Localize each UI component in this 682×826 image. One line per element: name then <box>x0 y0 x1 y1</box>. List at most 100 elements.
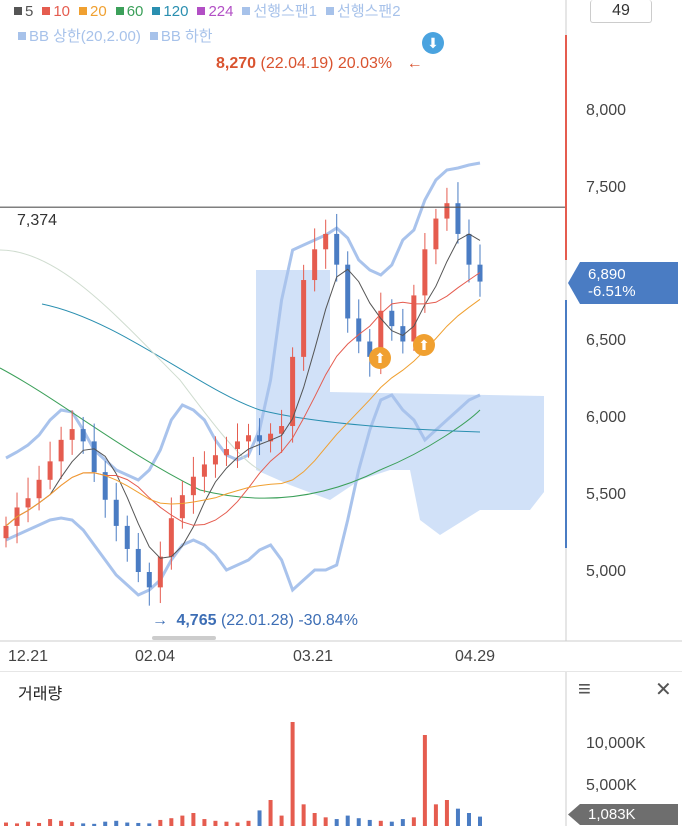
top-value-box: 49 <box>590 0 652 23</box>
volume-bar <box>466 813 471 826</box>
price-axis-label: 6,500 <box>586 332 627 349</box>
candle-body <box>378 310 384 357</box>
high-marker: 8,270 (22.04.19) 20.03% ← <box>216 55 423 73</box>
volume-bar <box>37 822 42 826</box>
volume-bar <box>70 822 75 826</box>
candle-body <box>3 525 9 539</box>
ma120-line <box>41 303 481 433</box>
legend-label: 10 <box>53 3 71 20</box>
volume-bar <box>312 813 317 826</box>
volume-bar <box>455 808 460 826</box>
legend-item-ma: 224 <box>197 3 233 20</box>
legend-label: 120 <box>163 3 189 20</box>
legend-swatch <box>242 7 251 15</box>
price-axis-label: 5,000 <box>586 563 627 580</box>
close-icon[interactable]: ✕ <box>655 679 672 701</box>
menu-icon[interactable]: ≡ <box>578 676 591 701</box>
legend-label: 224 <box>208 3 234 20</box>
sell-signal-icon-glyph: ⬇ <box>427 36 439 52</box>
buy-signal-icon-glyph: ⬆ <box>418 338 430 354</box>
candle-body <box>36 479 42 499</box>
low-marker-detail: (22.01.28) -30.84% <box>220 612 358 629</box>
candle-body <box>312 249 318 281</box>
volume-bar <box>4 822 8 826</box>
volume-bar <box>334 819 339 826</box>
volume-bar <box>356 818 361 826</box>
candle-body <box>389 310 395 327</box>
candle-body <box>168 518 174 557</box>
volume-bar <box>213 820 218 826</box>
volume-bar <box>81 823 86 826</box>
volume-bar <box>422 735 427 826</box>
legend-swatch <box>152 7 161 15</box>
candle-body <box>113 499 119 526</box>
candle-body <box>58 439 64 462</box>
legend-label: 20 <box>90 3 107 20</box>
candle-body <box>102 472 108 500</box>
volume-bar <box>433 804 438 826</box>
high-marker-detail: (22.04.19) 20.03% <box>260 55 393 72</box>
candle-body <box>455 203 461 234</box>
legend-swatch <box>18 32 26 40</box>
price-chart[interactable]: ⬇ ⬆ ⬆ <box>0 0 682 672</box>
volume-bar <box>257 810 262 826</box>
price-axis-label: 6,000 <box>586 409 627 426</box>
legend-item-ichimoku: 선행스팬2 <box>326 3 401 20</box>
volume-bar <box>92 823 97 826</box>
buy-signal-icon-glyph: ⬆ <box>374 351 386 367</box>
legend-label: BB 상한(20,2.00) <box>29 28 141 45</box>
candle-body <box>466 233 472 265</box>
legend-swatch <box>326 7 335 15</box>
low-marker: → 4,765 (22.01.28) -30.84% <box>152 612 358 630</box>
candle-body <box>135 548 141 572</box>
candle-body <box>91 441 97 473</box>
top-value-text: 49 <box>612 2 630 19</box>
candle-body <box>146 572 152 588</box>
candle-body <box>47 461 53 480</box>
volume-bar <box>191 813 196 826</box>
date-axis-label: 12.21 <box>8 648 49 665</box>
legend-item-ma: 60 <box>115 3 144 20</box>
volume-bar <box>444 800 449 826</box>
volume-bar <box>268 800 273 826</box>
volume-bar <box>26 821 31 826</box>
candle-body <box>290 356 296 427</box>
volume-bar <box>169 818 174 826</box>
ichimoku-cloud <box>256 270 544 535</box>
volume-axis-label: 5,000K <box>586 777 637 794</box>
legend-swatch <box>14 7 22 15</box>
legend-item-bb: BB 하한 <box>149 28 213 45</box>
volume-bar <box>158 819 163 826</box>
candle-body <box>323 233 329 250</box>
date-axis-label: 04.29 <box>455 648 496 665</box>
ma20-line <box>5 298 481 527</box>
ma224-line <box>0 249 261 471</box>
price-axis-label: 7,500 <box>586 179 627 196</box>
volume-chart[interactable] <box>0 672 682 826</box>
volume-bar <box>59 820 64 826</box>
candle-body <box>334 233 340 265</box>
legend-label: 60 <box>126 3 144 20</box>
candle-body <box>367 341 373 357</box>
candle-body <box>345 264 351 319</box>
candle-body <box>246 435 252 442</box>
legend-swatch <box>79 7 88 15</box>
candle-body <box>25 498 31 508</box>
candle-body <box>422 249 428 296</box>
buy-signal-icon <box>413 334 435 356</box>
candle-body <box>400 326 406 342</box>
legend-label: BB 하한 <box>160 28 213 45</box>
candle-body <box>179 495 185 519</box>
volume-bar <box>136 822 141 826</box>
candle-body <box>301 280 307 357</box>
chart-legend-bb: BB 상한(20,2.00) BB 하한 <box>18 25 222 46</box>
legend-swatch <box>42 7 51 15</box>
volume-bar <box>103 821 108 826</box>
candle-body <box>279 426 285 434</box>
volume-bar <box>389 821 394 826</box>
volume-bar <box>114 820 119 826</box>
candle-body <box>69 429 75 440</box>
current-volume-value: 1,083K <box>588 806 636 823</box>
volume-bar <box>15 823 20 826</box>
volume-bar <box>235 822 240 826</box>
